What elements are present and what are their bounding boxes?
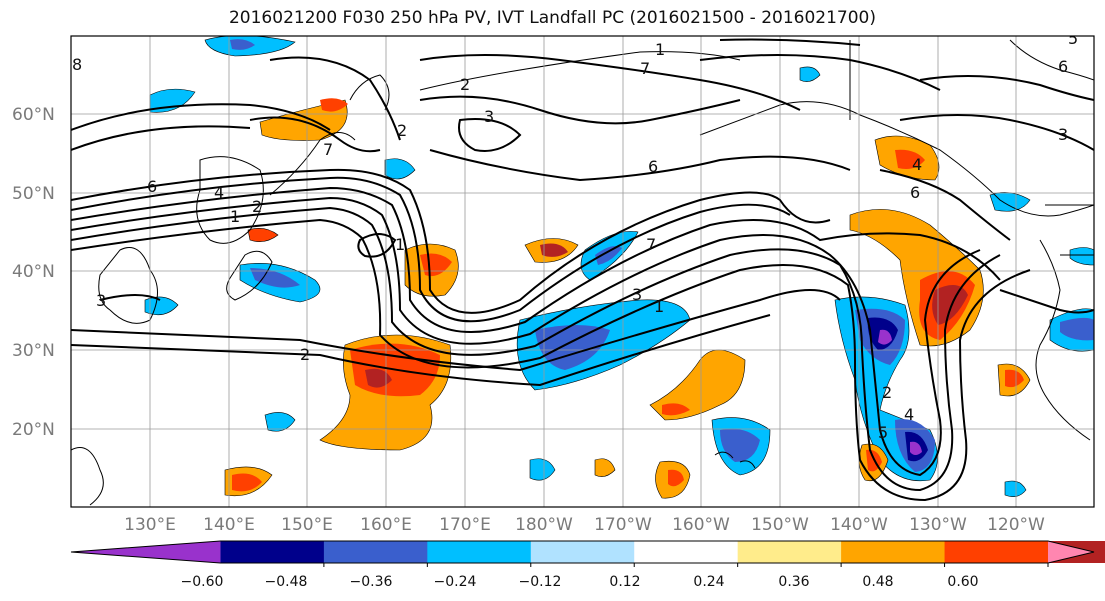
colorbar-tick-label: 0.36 (778, 574, 809, 590)
colorbar-segment (841, 541, 946, 563)
colorbar-tick-label: −0.60 (181, 574, 224, 590)
ivt-contours (71, 38, 1094, 502)
colorbar-tick-label: 0.48 (862, 574, 893, 590)
colorbar-segment (220, 541, 325, 563)
lat-label: 20°N (12, 420, 55, 440)
colorbar-outline (70, 540, 1095, 564)
colorbar-segment (634, 541, 739, 563)
contour-label: 1 (395, 235, 405, 254)
lon-label: 170°E (439, 515, 491, 535)
contour-label: 6 (147, 177, 157, 196)
contour-label: 2 (397, 121, 407, 140)
colorbar-segment (71, 541, 221, 563)
contour-label: 8 (72, 55, 82, 74)
map-frame (70, 35, 1095, 508)
colorbar-segment (944, 541, 1049, 563)
contour-label: 4 (214, 183, 224, 202)
colorbar-tick-label: −0.36 (350, 574, 393, 590)
contour-label: 4 (912, 155, 922, 174)
colorbar-segment (530, 541, 635, 563)
lat-label: 50°N (12, 184, 55, 204)
contour-label: 5 (1068, 29, 1078, 48)
colorbar-segment (427, 541, 532, 563)
colorbar-tick-label: −0.48 (265, 574, 308, 590)
colorbar-segment (737, 541, 842, 563)
contour-label: 6 (1058, 57, 1068, 76)
lon-label: 150°W (751, 515, 809, 535)
colorbar-tick-label: 0.24 (693, 574, 724, 590)
lon-label: 170°W (594, 515, 652, 535)
longitude-labels: 130°E 140°E 150°E 160°E 170°E 180°W 170°… (124, 515, 1045, 535)
lon-label: 120°W (987, 515, 1045, 535)
lon-label: 140°W (830, 515, 888, 535)
contour-label: 5 (878, 423, 888, 442)
colorbar-tick-label: 0.60 (947, 574, 978, 590)
latitude-labels: 60°N 50°N 40°N 30°N 20°N (12, 105, 55, 440)
contour-label: 1 (654, 297, 664, 316)
contour-label: 3 (632, 285, 642, 304)
contour-label: 3 (484, 107, 494, 126)
lon-label: 140°E (203, 515, 255, 535)
lat-label: 60°N (12, 105, 55, 125)
contour-label: 6 (648, 157, 658, 176)
contour-label: 1 (230, 207, 240, 226)
contour-label: 4 (904, 405, 914, 424)
colorbar: −0.60 −0.48 −0.36 −0.24 −0.12 0.12 0.24 … (70, 540, 1105, 590)
contour-label: 2 (460, 75, 470, 94)
contour-labels: 8 6 4 1 2 3 2 3 1 7 6 7 3 2 1 7 1 2 4 6 … (72, 29, 1078, 442)
lon-label: 130°E (124, 515, 176, 535)
colorbar-tick-label: −0.24 (434, 574, 477, 590)
lon-label: 160°E (360, 515, 412, 535)
colorbar-segment (323, 541, 428, 563)
contour-label: 3 (96, 291, 106, 310)
gridlines (71, 36, 1094, 507)
contour-label: 3 (1058, 125, 1068, 144)
contour-label: 6 (910, 183, 920, 202)
lon-label: 130°W (909, 515, 967, 535)
contour-label: 1 (655, 40, 665, 59)
contour-label: 7 (646, 235, 656, 254)
colorbar-tick-labels: −0.60 −0.48 −0.36 −0.24 −0.12 0.12 0.24 … (181, 574, 979, 590)
colorbar-tick-label: 0.12 (609, 574, 640, 590)
lon-label: 160°W (672, 515, 730, 535)
lon-label: 150°E (281, 515, 333, 535)
contour-label: 2 (882, 383, 892, 402)
lon-label: 180°W (515, 515, 573, 535)
contour-label: 7 (323, 140, 333, 159)
colorbar-tick-label: −0.12 (519, 574, 562, 590)
colorbar-segments (71, 541, 1105, 563)
contour-label: 2 (300, 345, 310, 364)
contour-label: 7 (640, 59, 650, 78)
map-title: 2016021200 F030 250 hPa PV, IVT Landfall… (228, 8, 876, 28)
lat-label: 30°N (12, 341, 55, 361)
colorbar-segment (1048, 541, 1094, 563)
colorbar-ticks (70, 540, 1095, 567)
lat-label: 40°N (12, 262, 55, 282)
contour-label: 2 (252, 197, 262, 216)
